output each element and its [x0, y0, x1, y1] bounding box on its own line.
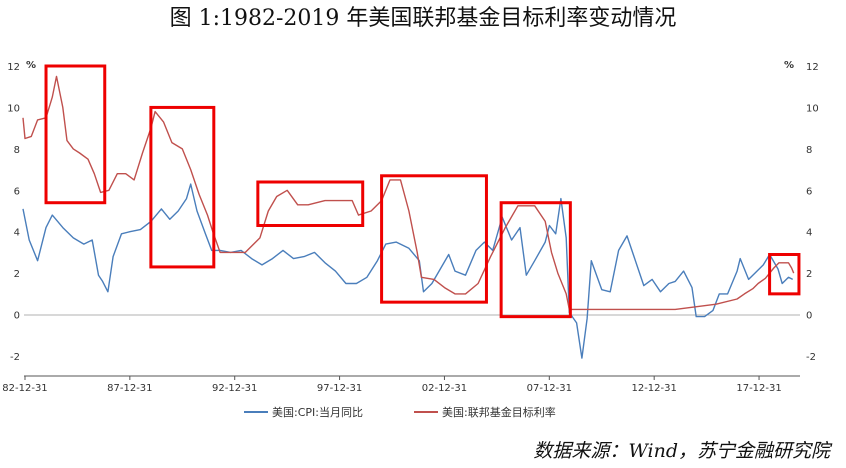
legend-item-cpi: 美国:CPI:当月同比	[244, 404, 363, 420]
legend-label-cpi: 美国:CPI:当月同比	[272, 406, 363, 419]
x-tick-label: 87-12-31	[107, 383, 152, 394]
y-tick-label-right: 8	[806, 145, 812, 156]
chart-title: 图 1:1982-2019 年美国联邦基金目标利率变动情况	[169, 6, 677, 31]
x-tick-label: 82-12-31	[2, 383, 47, 394]
y-tick-label-left: 0	[14, 311, 20, 322]
y-tick-label-left: 4	[14, 228, 20, 239]
highlight-box	[149, 105, 216, 269]
y-tick-label-left: 6	[14, 186, 20, 197]
y-tick-label-right: -2	[806, 352, 816, 363]
x-ticks: 82-12-31 87-12-31 92-12-31 97-12-31 02-12-31…	[2, 376, 782, 394]
x-tick-label: 07-12-31	[527, 383, 572, 394]
y-tick-label-left: 12	[7, 62, 20, 73]
x-tick-label: 97-12-31	[317, 383, 362, 394]
y-ticks-right: -2 0 2 4 6 8 10 12	[806, 62, 819, 363]
highlight-box	[499, 201, 572, 319]
line-chart: % % -2 0 2 4 6 8 10 12 -2 0 2 4 6 8 10 12 82-12-31 87-1…	[2, 60, 819, 394]
x-tick-label: 92-12-31	[212, 383, 257, 394]
y-tick-label-right: 0	[806, 311, 812, 322]
y-tick-label-left: 10	[7, 103, 20, 114]
fed-rate-series-line	[22, 75, 795, 311]
y-unit-left: %	[26, 60, 36, 71]
plot-area: % %	[24, 60, 800, 377]
y-tick-label-left: 8	[14, 145, 20, 156]
legend-swatch-cpi	[244, 411, 268, 413]
y-tick-label-right: 10	[806, 103, 819, 114]
highlight-box	[44, 64, 107, 205]
y-unit-right: %	[784, 60, 794, 71]
highlight-box	[256, 180, 365, 227]
legend-item-fed-rate: 美国:联邦基金目标利率	[414, 404, 556, 420]
cpi-series-line	[22, 183, 794, 359]
y-tick-label-right: 4	[806, 228, 812, 239]
series-layer	[22, 75, 795, 359]
highlight-box	[380, 174, 488, 304]
y-tick-label-right: 2	[806, 269, 812, 280]
y-tick-label-left: 2	[14, 269, 20, 280]
legend-swatch-fed-rate	[414, 411, 438, 413]
x-tick-label: 12-12-31	[631, 383, 676, 394]
x-tick-label: 17-12-31	[736, 383, 781, 394]
highlight-boxes	[44, 64, 801, 319]
data-source-note: 数据来源：Wind，苏宁金融研究院	[533, 440, 830, 462]
legend-label-fed-rate: 美国:联邦基金目标利率	[442, 406, 556, 419]
y-tick-label-left: -2	[10, 352, 20, 363]
x-tick-label: 02-12-31	[422, 383, 467, 394]
y-tick-label-right: 6	[806, 186, 812, 197]
y-tick-label-right: 12	[806, 62, 819, 73]
highlight-box	[768, 253, 801, 296]
y-ticks-left: -2 0 2 4 6 8 10 12	[7, 62, 20, 363]
